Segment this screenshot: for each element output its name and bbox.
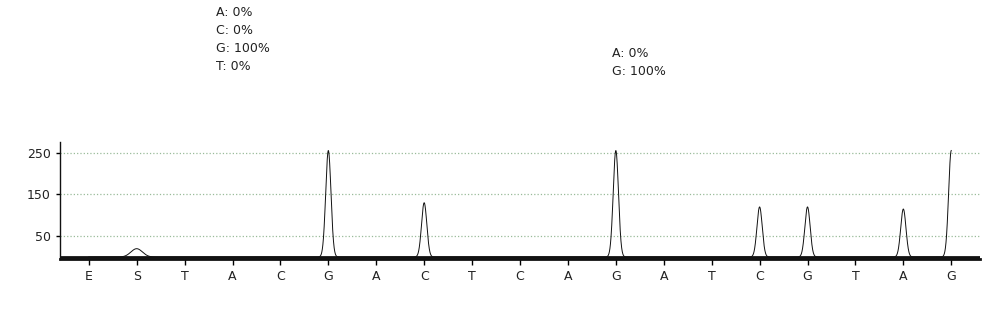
Text: A: 0%
C: 0%
G: 100%
T: 0%: A: 0% C: 0% G: 100% T: 0% — [216, 6, 269, 73]
Text: A: 0%
G: 100%: A: 0% G: 100% — [612, 47, 666, 78]
